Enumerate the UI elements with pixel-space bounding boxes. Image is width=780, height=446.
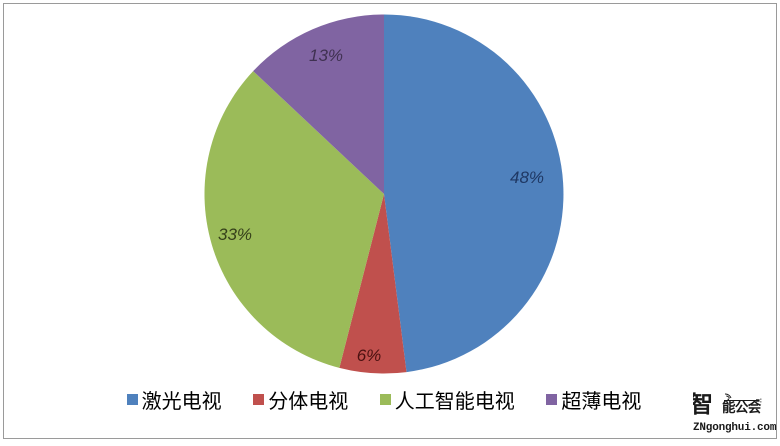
svg-text:能公会: 能公会: [722, 399, 762, 415]
svg-text:6%: 6%: [357, 346, 382, 365]
svg-text:13%: 13%: [309, 46, 343, 65]
svg-text:48%: 48%: [510, 168, 544, 187]
svg-text:智: 智: [693, 391, 713, 416]
svg-text:33%: 33%: [218, 225, 252, 244]
